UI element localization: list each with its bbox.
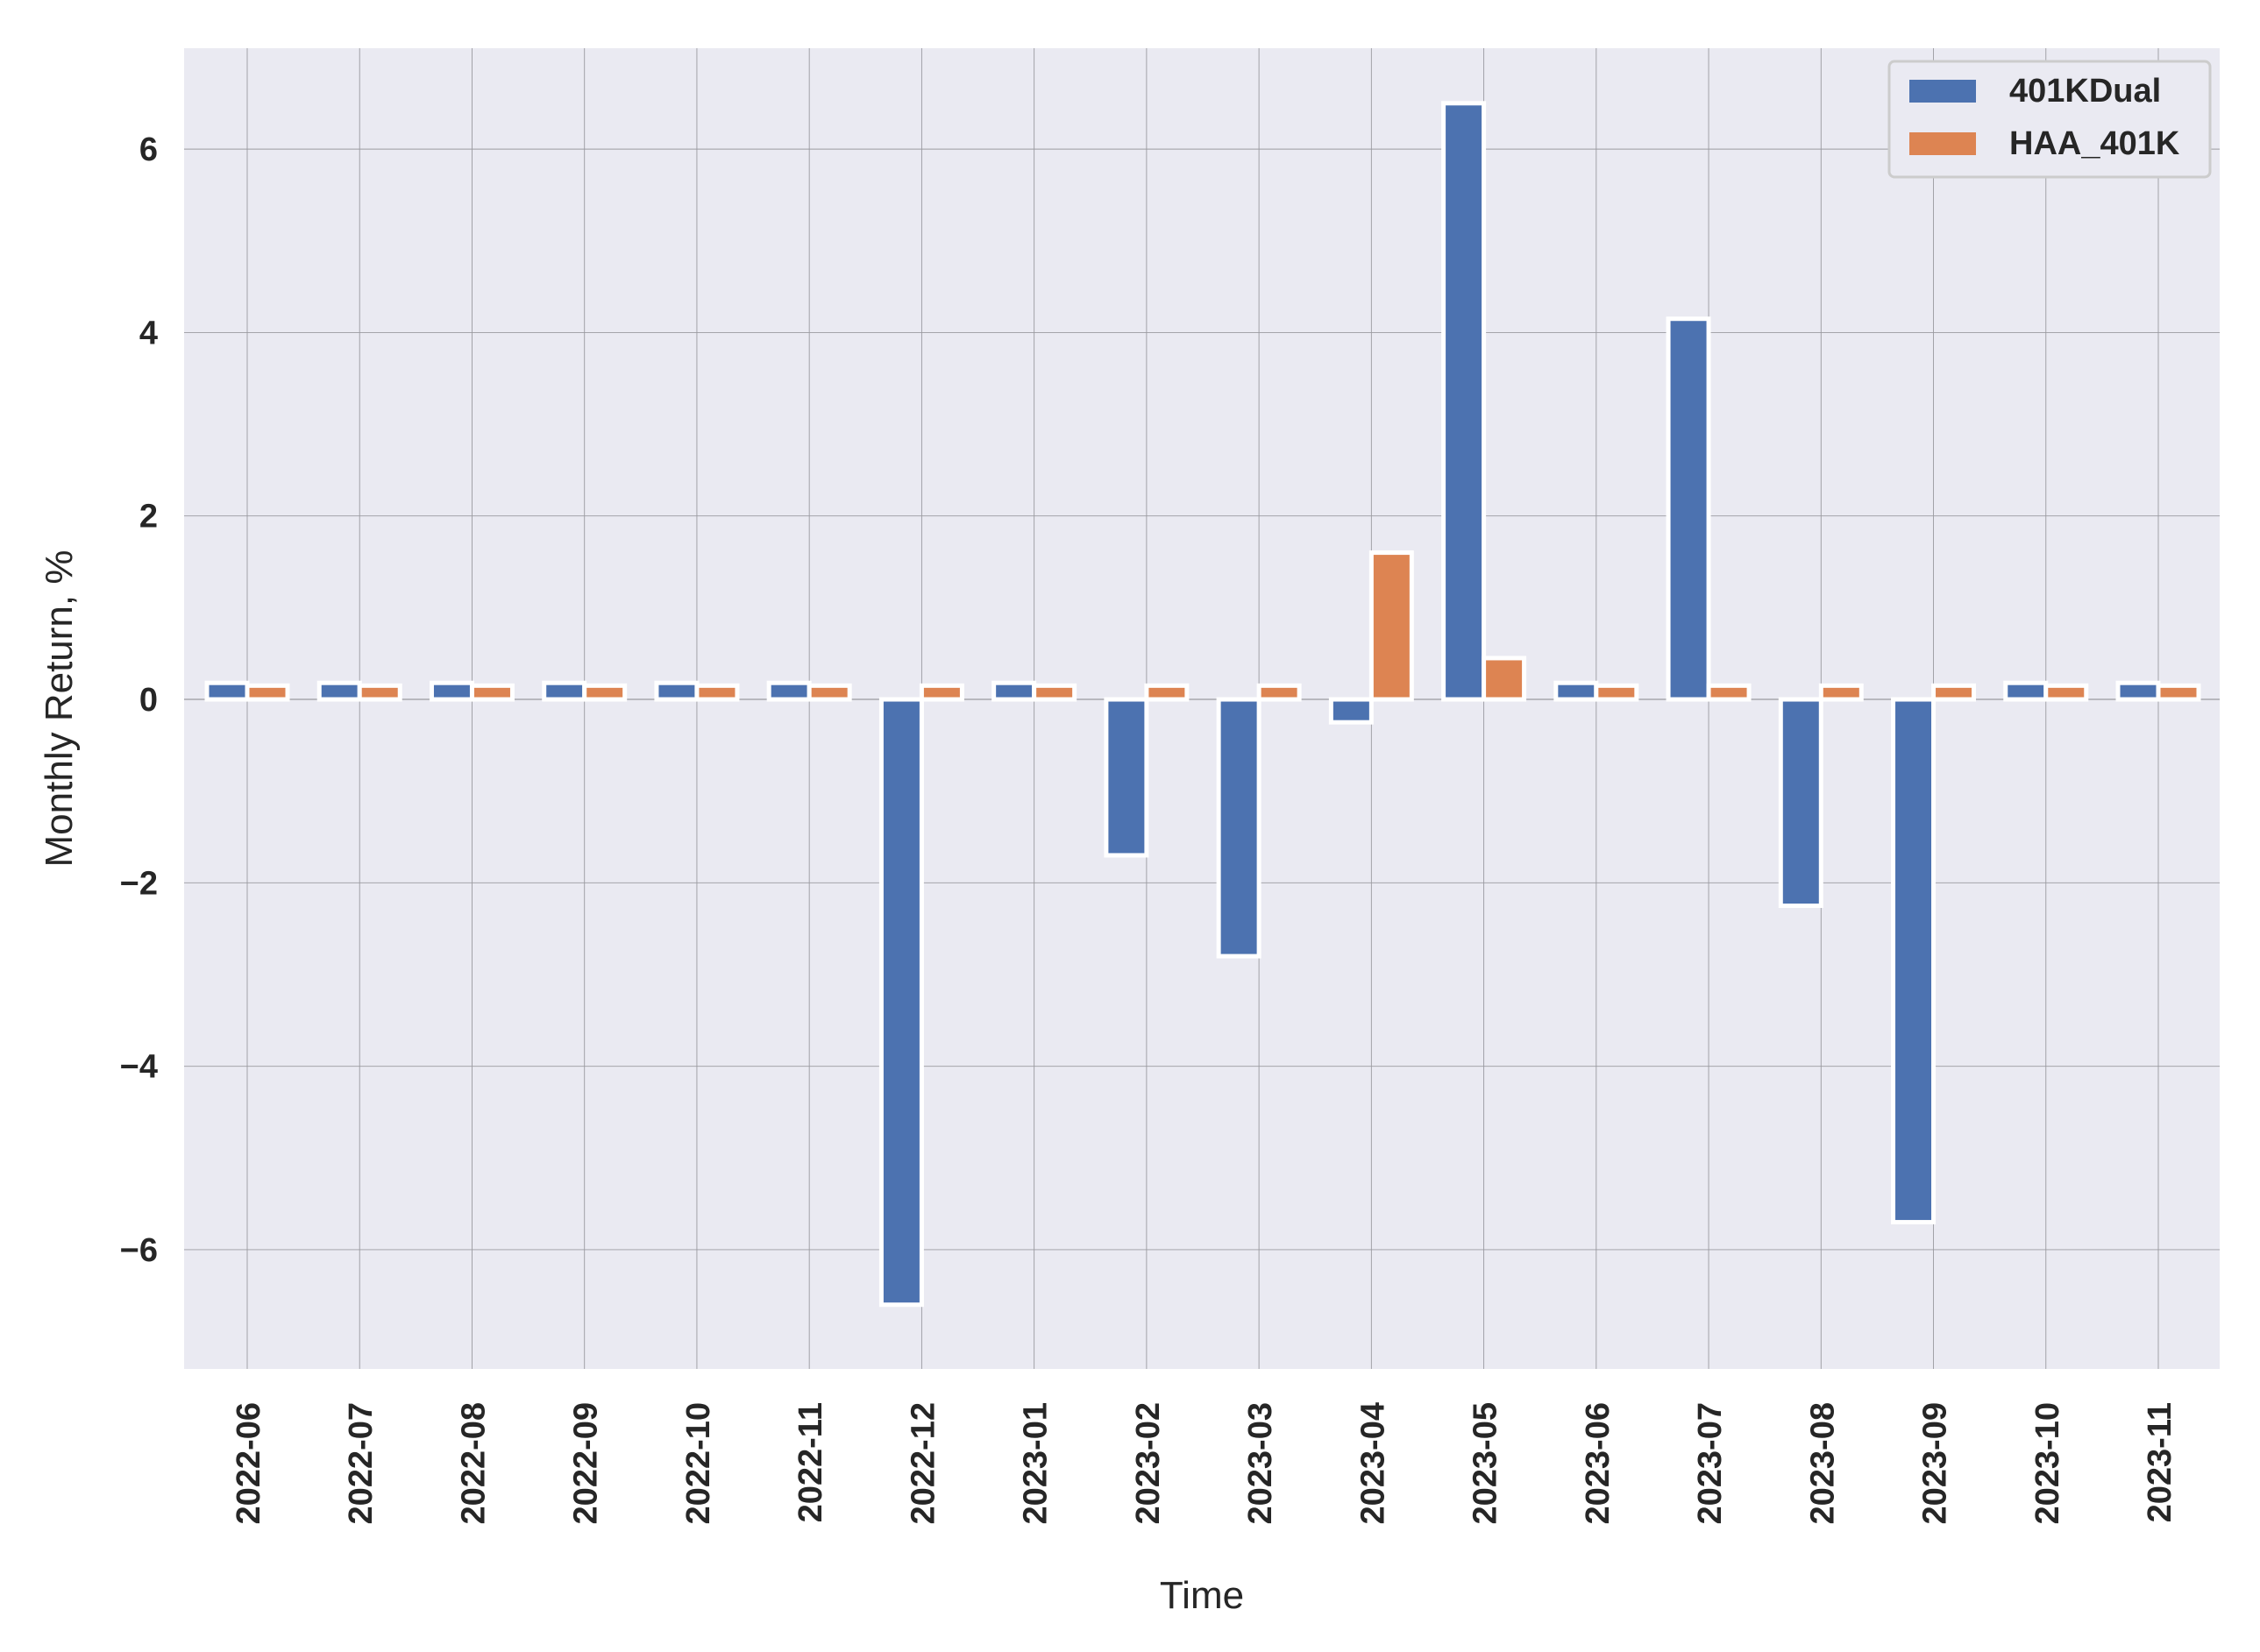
bar-haa-401k-2023-10 xyxy=(2043,683,2089,702)
bar-401kdual-2023-11 xyxy=(2115,680,2161,702)
bar-series xyxy=(204,101,2201,1308)
bar-haa-401k-2022-10 xyxy=(694,683,740,702)
bar-haa-401k-2023-01 xyxy=(1032,683,1077,702)
x-tick-label: 2022-10 xyxy=(680,1402,717,1524)
x-tick-label: 2023-02 xyxy=(1130,1402,1167,1524)
y-tick-label: −6 xyxy=(120,1232,158,1269)
plot-area xyxy=(184,48,2220,1369)
x-tick-label: 2022-08 xyxy=(455,1402,492,1524)
bar-haa-401k-2022-08 xyxy=(469,683,515,702)
y-tick-label: 4 xyxy=(139,315,158,351)
bar-haa-401k-2023-04 xyxy=(1368,550,1414,702)
x-tick-label: 2022-07 xyxy=(343,1402,380,1524)
x-tick-label: 2023-05 xyxy=(1468,1402,1504,1524)
bar-401kdual-2023-07 xyxy=(1666,316,1711,702)
bar-haa-401k-2023-06 xyxy=(1594,683,1639,702)
bar-401kdual-2023-09 xyxy=(1891,697,1937,1225)
bar-401kdual-2023-04 xyxy=(1328,697,1374,725)
y-tick-label: 0 xyxy=(139,682,158,719)
bar-401kdual-2023-06 xyxy=(1553,680,1599,702)
x-tick-label: 2022-09 xyxy=(568,1402,605,1524)
bar-401kdual-2022-08 xyxy=(429,680,474,702)
bar-haa-401k-2022-12 xyxy=(919,683,964,702)
bar-haa-401k-2023-02 xyxy=(1144,683,1190,702)
y-tick-label: 2 xyxy=(139,499,158,535)
bar-haa-401k-2023-08 xyxy=(1818,683,1864,702)
legend-label: HAA_401K xyxy=(2009,125,2180,162)
bar-401kdual-2022-07 xyxy=(316,680,362,702)
x-tick-labels: 2022-06 2022-07 2022-08 2022-09 2022-10 2022-… xyxy=(231,1402,2178,1524)
bar-401kdual-2022-11 xyxy=(766,680,812,702)
y-tick-label: −4 xyxy=(120,1049,158,1086)
x-tick-label: 2023-06 xyxy=(1580,1402,1617,1524)
x-tick-label: 2023-10 xyxy=(2029,1402,2066,1524)
bar-haa-401k-2023-07 xyxy=(1706,683,1752,702)
x-axis-title: Time xyxy=(1160,1574,1244,1617)
x-tick-label: 2023-03 xyxy=(1242,1402,1279,1524)
bar-401kdual-2023-03 xyxy=(1216,697,1261,959)
y-tick-label: 6 xyxy=(139,131,158,168)
legend: 401KDual HAA_401K xyxy=(1887,60,2212,179)
bar-401kdual-2023-05 xyxy=(1441,101,1487,702)
y-tick-labels: −6 −4 −2 0 2 4 6 xyxy=(120,131,158,1269)
bar-haa-401k-2022-09 xyxy=(582,683,628,702)
legend-swatch xyxy=(1909,132,1976,155)
y-gridlines xyxy=(184,148,2220,1251)
x-tick-label: 2022-11 xyxy=(792,1402,829,1522)
y-axis-title: Monthly Return, % xyxy=(38,550,81,868)
bar-401kdual-2023-02 xyxy=(1104,697,1149,858)
x-tick-label: 2023-04 xyxy=(1354,1402,1391,1524)
bar-haa-401k-2022-11 xyxy=(807,683,852,702)
x-tick-label: 2023-01 xyxy=(1018,1402,1055,1524)
x-tick-label: 2023-09 xyxy=(1917,1402,1954,1524)
bar-haa-401k-2023-11 xyxy=(2156,683,2201,702)
legend-swatch xyxy=(1909,80,1976,103)
x-tick-label: 2023-08 xyxy=(1804,1402,1841,1524)
bar-401kdual-2022-09 xyxy=(542,680,587,702)
bar-401kdual-2022-12 xyxy=(878,697,924,1308)
bar-401kdual-2022-10 xyxy=(654,680,700,702)
bar-haa-401k-2023-09 xyxy=(1931,683,1977,702)
bar-haa-401k-2022-06 xyxy=(245,683,290,702)
x-tick-label: 2023-07 xyxy=(1692,1402,1729,1524)
bar-haa-401k-2023-03 xyxy=(1256,683,1302,702)
bar-401kdual-2023-01 xyxy=(991,680,1037,702)
bar-haa-401k-2023-05 xyxy=(1482,656,1527,702)
x-tick-label: 2022-06 xyxy=(231,1402,267,1524)
bar-401kdual-2022-06 xyxy=(204,680,250,702)
bar-401kdual-2023-08 xyxy=(1778,697,1823,909)
legend-label: 401KDual xyxy=(2009,73,2161,110)
y-tick-label: −2 xyxy=(120,865,158,902)
bar-401kdual-2023-10 xyxy=(2003,680,2049,702)
bar-haa-401k-2022-07 xyxy=(357,683,402,702)
x-tick-label: 2023-11 xyxy=(2142,1402,2178,1522)
x-tick-label: 2022-12 xyxy=(905,1402,942,1524)
